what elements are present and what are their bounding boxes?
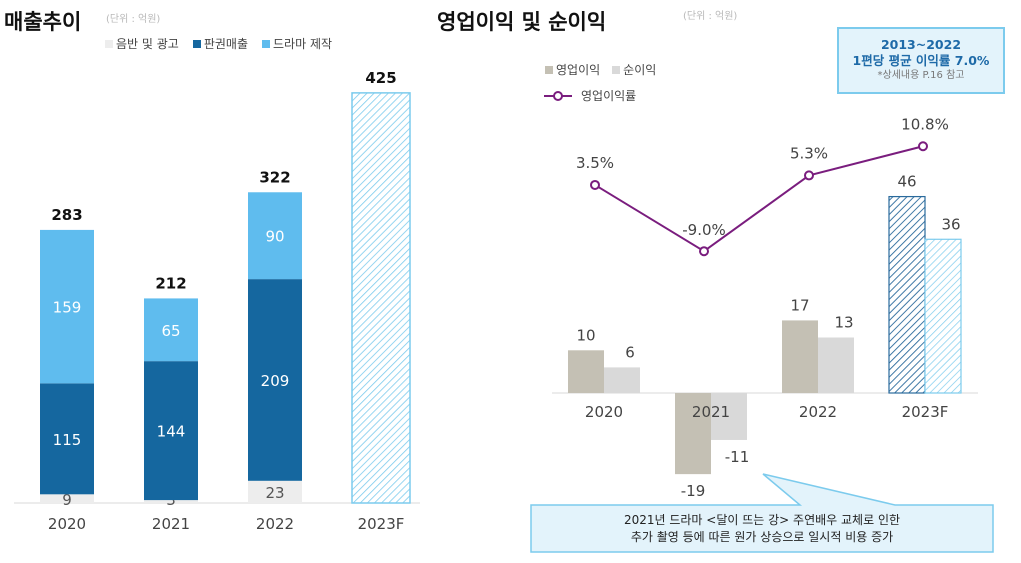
x-tick-label: 2020: [48, 515, 86, 533]
segment-value-label: 209: [261, 372, 290, 390]
callout-reference: *상세내용 P.16 참고: [877, 70, 965, 81]
legend-label: 순이익: [623, 63, 657, 77]
legend-label: 드라마 제작: [273, 37, 333, 51]
x-tick-label: 2020: [585, 403, 623, 421]
segment-value-label: 23: [265, 484, 284, 502]
left-legend: 음반 및 광고 판권매출 드라마 제작: [105, 35, 332, 52]
note-line-1: 2021년 드라마 <달이 뜨는 강> 주연배우 교체로 인한: [623, 513, 901, 527]
x-tick-label: 2022: [799, 403, 837, 421]
left-chart-title: 매출추이: [4, 10, 82, 34]
legend-item-license: 판권매출: [192, 35, 249, 52]
legend-swatch-drama: [262, 39, 271, 48]
bar-segment: [248, 192, 302, 280]
left-chart-unit: (단위 : 억원): [106, 14, 161, 25]
margin-point: [699, 246, 709, 257]
margin-point: [590, 179, 600, 190]
bar-value-label: 13: [834, 313, 853, 331]
bar-value-label: -19: [681, 482, 706, 500]
legend-item-drama: 드라마 제작: [262, 35, 332, 52]
bar-net-profit: [924, 238, 962, 394]
callout-average-margin: 1편당 평균 이익률 7.0%: [852, 53, 990, 68]
segment-value-label: 65: [161, 322, 180, 340]
margin-value-label: -9.0%: [682, 221, 726, 239]
margin-value-label: 3.5%: [576, 154, 614, 172]
legend-item-net-profit: 순이익: [612, 61, 656, 78]
bar-forecast-total: [351, 92, 411, 504]
bar-segment: [144, 361, 198, 501]
bar-segment: [248, 279, 302, 481]
legend-swatch-license: [192, 39, 201, 48]
bar-value-label: 10: [576, 326, 595, 344]
legend-label: 판권매출: [203, 37, 249, 51]
bar-operating-profit: [568, 350, 604, 393]
x-tick-label: 2023F: [358, 515, 405, 533]
bar-net-profit: [818, 337, 854, 393]
bar-value-label: -11: [725, 448, 750, 466]
x-tick-label: 2023F: [902, 403, 949, 421]
note-line-2: 추가 촬영 등에 따른 원가 상승으로 일시적 비용 증가: [630, 530, 894, 544]
margin-point: [918, 141, 928, 152]
segment-value-label: 9: [62, 491, 72, 509]
bar-net-profit: [604, 367, 640, 393]
total-value-label: 322: [259, 168, 290, 186]
bar-segment: [40, 229, 94, 384]
revenue-chart: 9115159283202031446521220212320990322202…: [14, 69, 420, 533]
legend-item-operating-profit: 영업이익: [545, 61, 600, 78]
operating-margin-line: [594, 145, 924, 253]
total-value-label: 425: [365, 69, 396, 87]
bar-segment: [248, 480, 302, 503]
legend-line-marker-icon: [544, 90, 572, 101]
margin-value-label: 5.3%: [790, 144, 828, 162]
right-chart-title: 영업이익 및 순이익: [437, 10, 607, 34]
legend-swatch-operating-profit: [545, 65, 553, 74]
bar-operating-profit: [782, 320, 818, 393]
bar-segment: [40, 494, 94, 503]
margin-point: [804, 170, 814, 181]
bar-value-label: 6: [625, 343, 635, 361]
legend-label: 영업이익률: [581, 89, 637, 103]
bar-net-profit: [711, 393, 747, 440]
segment-value-label: 115: [53, 431, 82, 449]
segment-value-label: 90: [265, 228, 284, 246]
right-legend-bars: 영업이익 순이익: [545, 61, 656, 78]
right-chart-unit: (단위 : 억원): [683, 11, 738, 22]
x-tick-label: 2021: [152, 515, 190, 533]
segment-value-label: 144: [157, 423, 186, 441]
margin-value-label: 10.8%: [901, 115, 949, 133]
note-callout-text: 2021년 드라마 <달이 뜨는 강> 주연배우 교체로 인한 추가 촬영 등에…: [531, 512, 993, 546]
bar-segment: [144, 500, 198, 503]
total-value-label: 283: [51, 206, 82, 224]
x-tick-label: 2022: [256, 515, 294, 533]
bar-segment: [144, 298, 198, 362]
callout-period: 2013~2022: [880, 37, 962, 52]
bar-value-label: 36: [941, 215, 960, 233]
total-value-label: 212: [155, 274, 186, 292]
bar-segment: [40, 383, 94, 495]
legend-label: 영업이익: [556, 63, 601, 77]
legend-swatch-album: [105, 39, 113, 48]
average-margin-callout: 2013~2022 1편당 평균 이익률 7.0% *상세내용 P.16 참고: [837, 27, 1005, 94]
right-legend-line: 영업이익률: [543, 87, 636, 104]
bar-operating-profit: [888, 195, 926, 394]
legend-item-album: 음반 및 광고: [105, 35, 179, 52]
legend-swatch-net-profit: [612, 65, 621, 74]
segment-value-label: 159: [53, 299, 82, 317]
legend-label: 음반 및 광고: [116, 37, 179, 51]
bar-value-label: 46: [897, 173, 916, 191]
bar-value-label: 17: [790, 296, 809, 314]
x-tick-label: 2021: [692, 403, 730, 421]
bar-operating-profit: [675, 393, 711, 475]
